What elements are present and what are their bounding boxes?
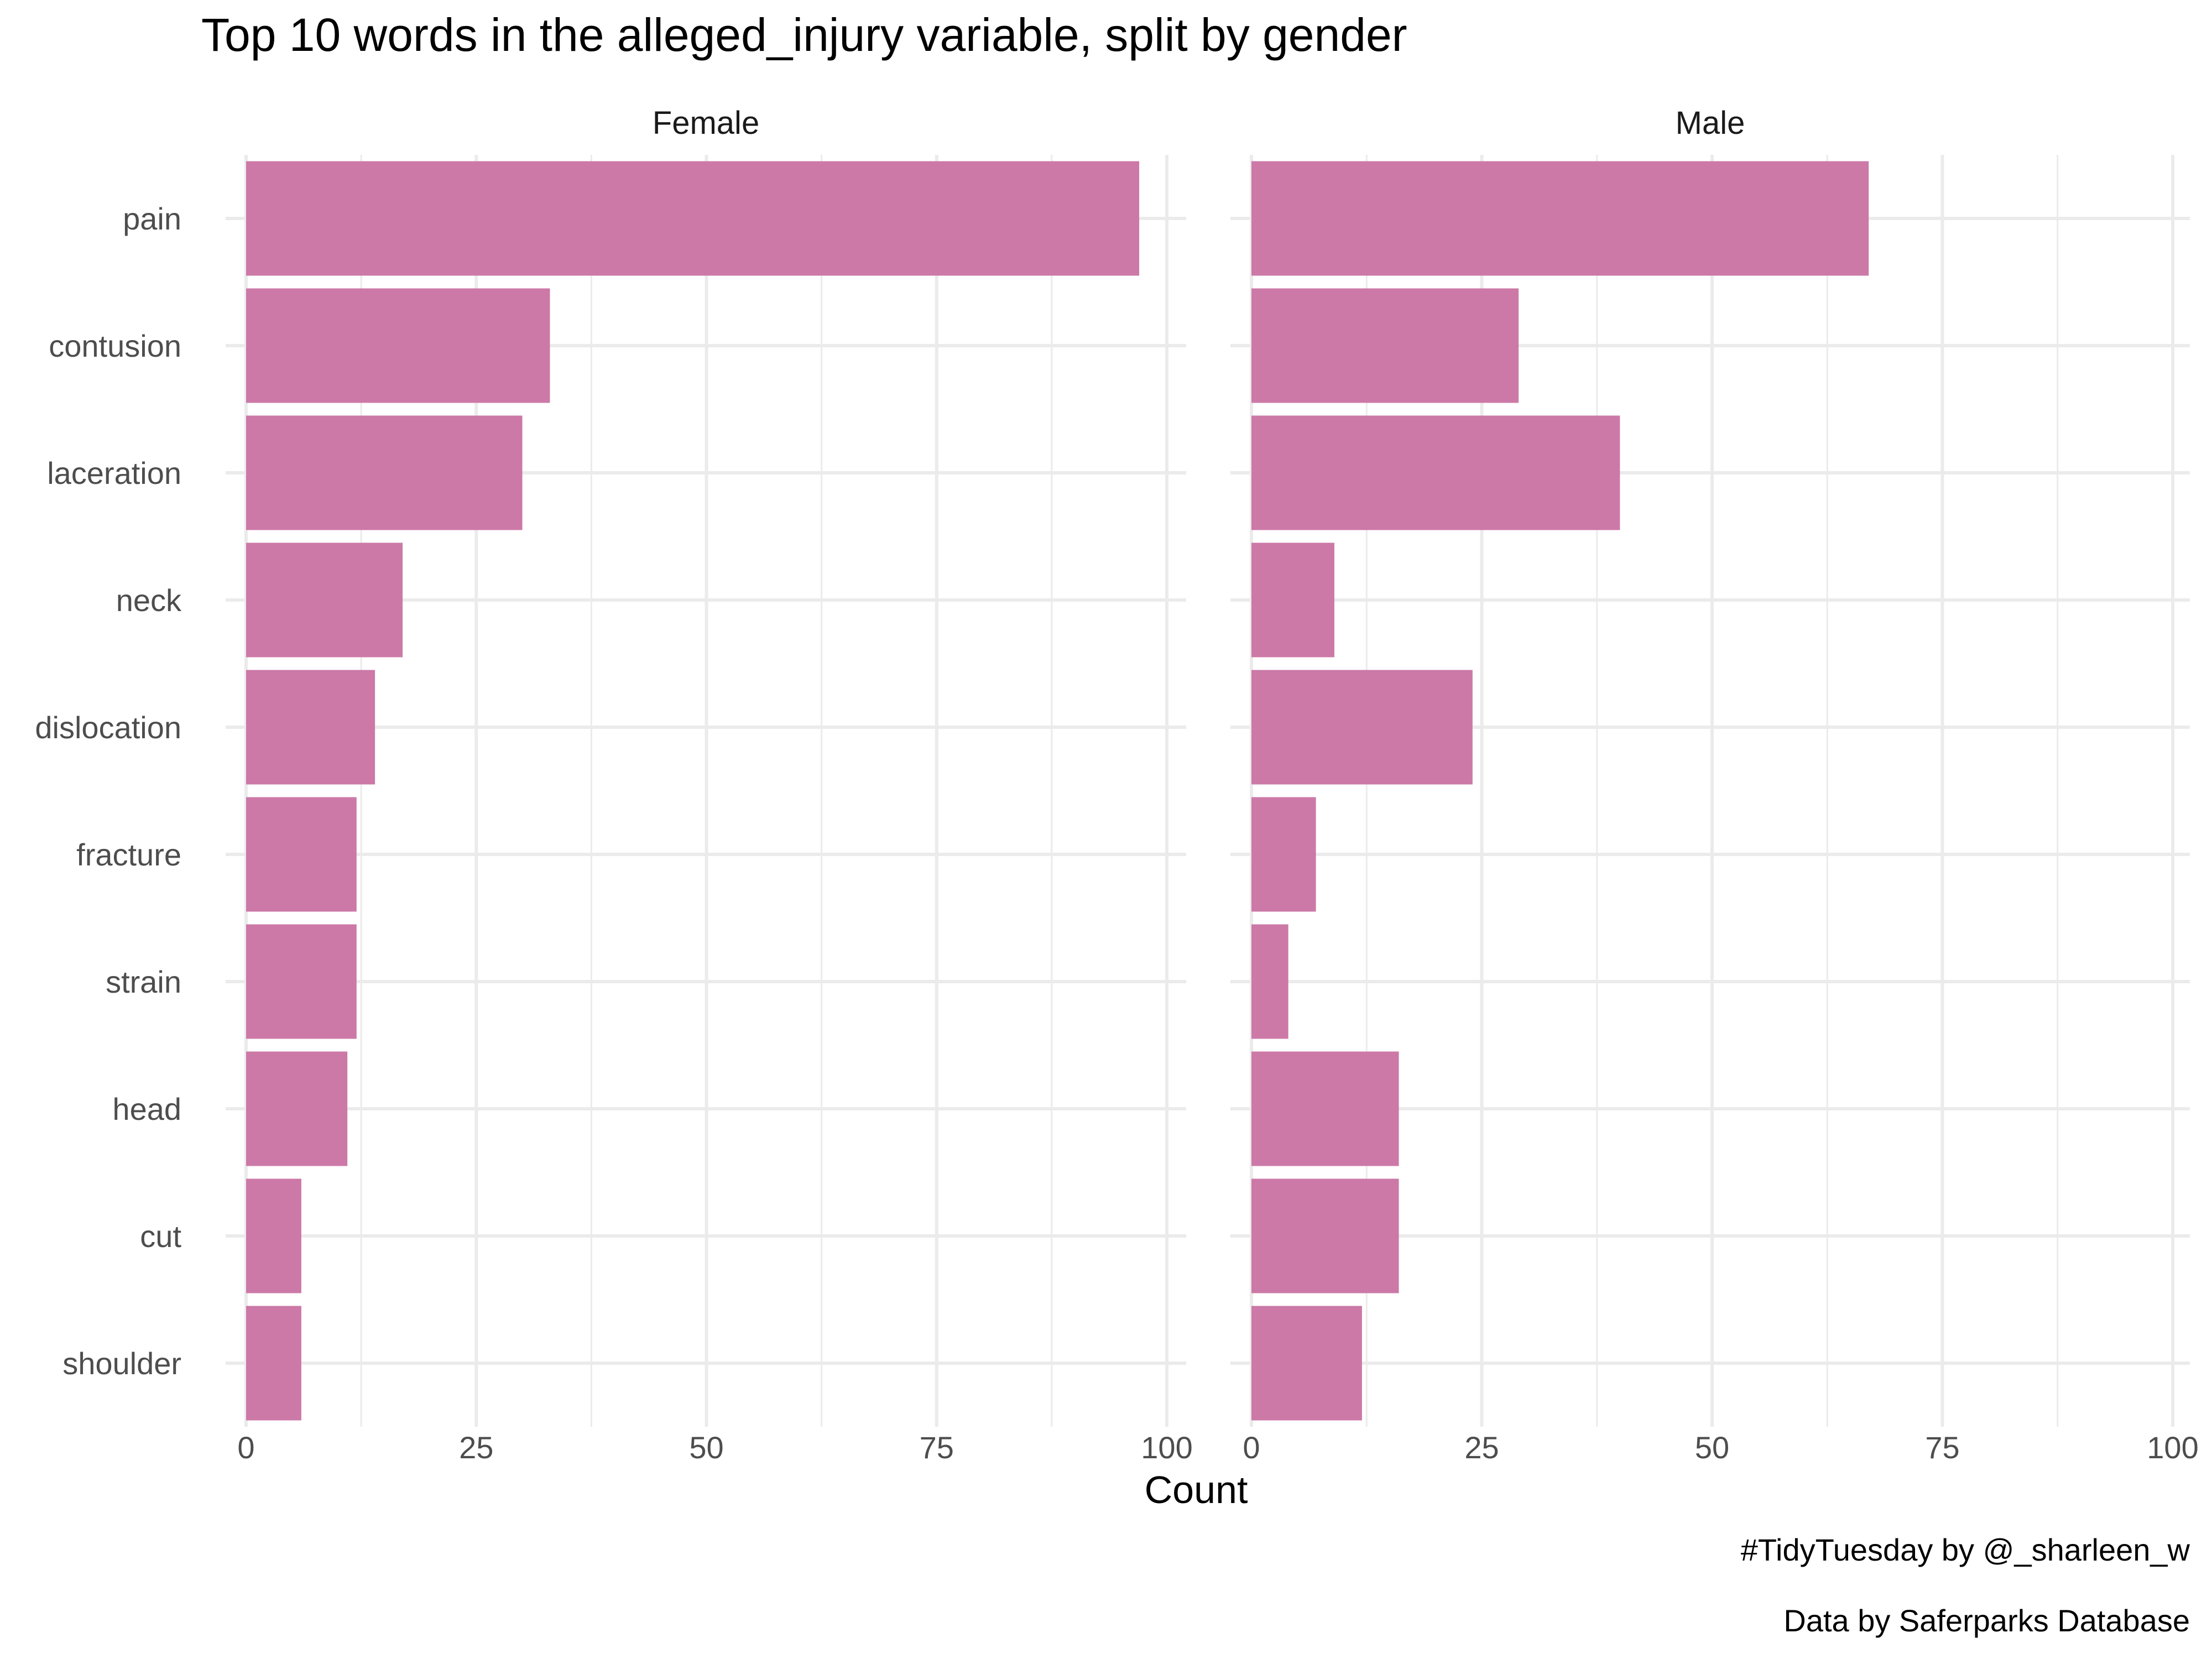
x-tick-label: 75 (1925, 1430, 1959, 1465)
x-tick-label: 50 (689, 1430, 723, 1465)
x-tick-label: 25 (1464, 1430, 1499, 1465)
bar-female-strain (246, 924, 357, 1039)
y-tick-label-contusion: contusion (49, 328, 181, 363)
y-tick-label-cut: cut (140, 1219, 181, 1254)
y-tick-label-head: head (112, 1092, 181, 1126)
chart-title: Top 10 words in the alleged_injury varia… (201, 9, 1407, 61)
y-tick-label-pain: pain (123, 201, 181, 236)
x-tick-label: 100 (2147, 1430, 2198, 1465)
panel-male: Male 0 25 50 75 100 (1230, 105, 2199, 1465)
y-axis: pain contusion laceration neck dislocation fr… (35, 201, 182, 1381)
x-axis-label: Count (1145, 1468, 1248, 1511)
y-tick-label-shoulder: shoulder (62, 1346, 181, 1381)
bar-female-head (246, 1051, 348, 1166)
facet-label-male: Male (1676, 105, 1745, 141)
x-tick-label: 0 (237, 1430, 254, 1465)
facet-label-female: Female (653, 105, 759, 141)
bar-female-laceration (246, 415, 523, 530)
y-tick-label-strain: strain (106, 964, 181, 999)
bar-female-dislocation (246, 670, 375, 785)
bar-male-shoulder (1251, 1306, 1362, 1421)
bar-male-dislocation (1251, 670, 1473, 785)
bar-male-neck (1251, 542, 1334, 658)
bar-female-pain (246, 161, 1140, 276)
bar-male-strain (1251, 924, 1288, 1039)
bar-male-pain (1251, 161, 1869, 276)
bar-female-fracture (246, 797, 357, 912)
y-tick-label-neck: neck (116, 583, 182, 618)
bar-male-head (1251, 1051, 1399, 1166)
y-tick-label-dislocation: dislocation (35, 710, 181, 745)
bar-female-cut (246, 1178, 301, 1293)
bar-female-shoulder (246, 1306, 301, 1421)
x-tick-label: 25 (459, 1430, 493, 1465)
panel-female: Female 0 25 50 75 100 (226, 105, 1193, 1465)
x-tick-label: 75 (920, 1430, 954, 1465)
chart-panels: Female 0 25 50 75 100 Male 0 25 50 75 100 pain contus… (35, 105, 2198, 1465)
x-tick-label: 100 (1141, 1430, 1192, 1465)
y-tick-label-fracture: fracture (76, 837, 181, 872)
x-tick-label: 0 (1243, 1430, 1260, 1465)
caption-author: #TidyTuesday by @_sharleen_w (1741, 1532, 2190, 1567)
bar-female-contusion (246, 288, 550, 403)
caption-source: Data by Saferparks Database (1783, 1603, 2190, 1638)
bar-male-fracture (1251, 797, 1316, 912)
y-tick-label-laceration: laceration (47, 456, 181, 491)
bar-male-cut (1251, 1178, 1399, 1293)
bar-female-neck (246, 542, 403, 658)
bar-male-contusion (1251, 288, 1519, 403)
bar-male-laceration (1251, 415, 1620, 530)
x-tick-label: 50 (1695, 1430, 1729, 1465)
